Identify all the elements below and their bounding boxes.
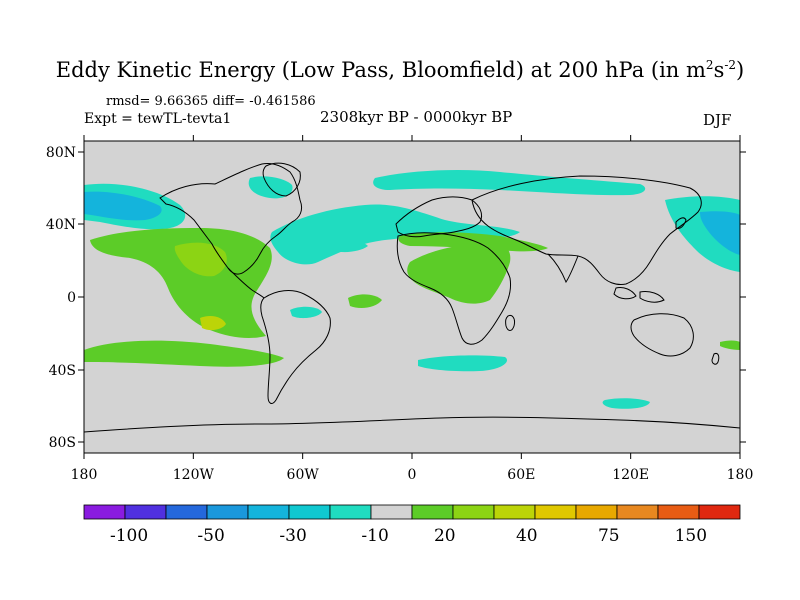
lat-tick-label: 80N [46,145,76,161]
anomaly-east-pacific-south [290,306,322,319]
colorbar-swatch [206,504,249,520]
stats-label: rmsd= 9.66365 diff= -0.461586 [106,94,316,109]
anomaly-north-pacific-core [84,191,162,221]
season-label: DJF [703,111,732,129]
anomaly-south-pacific [84,340,284,367]
colorbar-swatch [534,504,577,520]
colorbar-label: -100 [110,526,148,546]
latitude-axis: 80N 40N 0 40S 80S [46,145,746,451]
colorbar-swatch [657,504,700,520]
colorbar-swatch [370,504,413,520]
colorbar-swatch [698,504,741,520]
colorbar-swatch [452,504,495,520]
colorbar [83,504,741,520]
lat-tick-label: 80S [49,435,76,451]
colorbar-label: -30 [279,526,306,546]
period-label: 2308kyr BP - 0000kyr BP [320,108,513,126]
lat-tick-label: 40S [49,363,76,379]
lon-tick-label: 180 [727,467,754,483]
lat-tick-label: 40N [46,217,76,233]
lon-tick-label: 120E [612,467,649,483]
lat-tick-label: 0 [67,290,76,306]
colorbar-swatch [329,504,372,520]
colorbar-swatch [124,504,167,520]
anomaly-pacific-positive [90,228,272,338]
colorbar-label: 75 [598,526,620,546]
lon-tick-label: 120W [173,467,215,483]
lon-tick-label: 180 [71,467,98,483]
anomaly-southern-africa [348,294,382,308]
coastlines [84,162,740,433]
colorbar-label: -10 [361,526,388,546]
anomaly-central-pacific [330,239,368,253]
colorbar-label: 40 [516,526,538,546]
anomaly-pacific-south-core [200,316,226,331]
anomaly-atlantic-africa [407,242,511,304]
colorbar-swatch [493,504,536,520]
anomaly-fields [84,170,740,409]
lon-tick-label: 0 [408,467,417,483]
colorbar-labels: -100 -50 -30 -10 20 40 75 150 [110,526,707,546]
anomaly-southern-indian [418,355,508,372]
longitude-axis: 180 120W 60W 0 60E 120E 180 [71,135,754,483]
lon-tick-label: 60W [287,467,320,483]
anomaly-southern-ocean [602,398,650,409]
colorbar-label: 20 [434,526,456,546]
anomaly-west-pacific-south [720,340,740,350]
lon-tick-label: 60E [507,467,535,483]
colorbar-swatch [575,504,618,520]
colorbar-swatch [83,504,126,520]
anomaly-arabia-band [398,232,548,252]
colorbar-label: -50 [197,526,224,546]
colorbar-swatch [247,504,290,520]
colorbar-label: 150 [675,526,707,546]
anomaly-north-pacific-east-core [700,211,740,255]
colorbar-swatch [288,504,331,520]
plot-title: Eddy Kinetic Energy (Low Pass, Bloomfiel… [55,58,745,82]
anomaly-pacific-positive-core [174,242,227,277]
colorbar-swatch [165,504,208,520]
experiment-label: Expt = tewTL-tevta1 [84,111,232,127]
colorbar-swatch [411,504,454,520]
anomaly-greenland [248,176,293,199]
colorbar-swatch [616,504,659,520]
anomaly-northern-eurasia [373,170,646,196]
